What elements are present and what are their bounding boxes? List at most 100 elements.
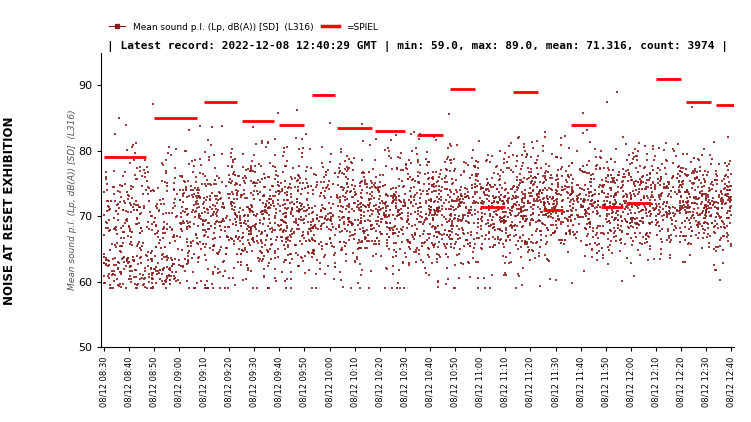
Point (650, 212, 662, 219)
Point (303, 226, 315, 233)
Point (234, 214, 246, 221)
Point (572, 192, 584, 199)
Point (102, 197, 114, 204)
Point (279, 163, 291, 170)
Point (152, 208, 164, 215)
Point (354, 179, 366, 186)
Point (608, 200, 620, 207)
Point (306, 205, 318, 211)
Point (509, 222, 521, 228)
Point (329, 170, 341, 176)
Point (216, 179, 228, 186)
Point (581, 233, 593, 240)
Point (718, 221, 730, 228)
Point (223, 237, 235, 244)
Point (148, 219, 160, 225)
Point (702, 225, 714, 231)
Point (427, 242, 439, 249)
Point (689, 166, 701, 173)
Point (535, 231, 547, 238)
Point (687, 168, 699, 174)
Point (499, 180, 511, 187)
Point (516, 152, 528, 159)
Point (455, 200, 467, 207)
Point (413, 135, 425, 142)
Point (282, 236, 294, 243)
Point (462, 230, 474, 237)
Point (436, 231, 448, 238)
Point (280, 228, 292, 235)
Point (291, 207, 303, 214)
Point (419, 217, 431, 224)
Point (504, 232, 516, 238)
Point (139, 275, 151, 281)
Point (394, 155, 406, 162)
Point (210, 181, 222, 188)
Point (333, 214, 345, 221)
Point (602, 99, 614, 106)
Point (306, 209, 318, 216)
Point (601, 207, 613, 214)
Point (611, 209, 623, 216)
Point (116, 284, 128, 291)
Point (498, 214, 510, 221)
Point (716, 200, 728, 207)
Point (520, 195, 532, 202)
Point (338, 239, 350, 246)
Point (710, 171, 722, 178)
Point (363, 196, 376, 203)
Point (503, 195, 515, 202)
Point (710, 267, 722, 274)
Point (362, 208, 374, 214)
Point (423, 245, 435, 252)
Point (691, 222, 703, 229)
Point (446, 222, 458, 229)
Point (145, 255, 157, 262)
Point (509, 213, 521, 219)
Point (413, 178, 425, 185)
Point (584, 200, 596, 207)
Point (559, 215, 571, 222)
Point (409, 229, 421, 236)
Point (686, 103, 698, 110)
Point (202, 226, 214, 233)
Point (448, 155, 460, 162)
Point (694, 211, 706, 218)
Point (372, 185, 384, 192)
Point (692, 155, 704, 162)
Point (197, 180, 209, 187)
Point (357, 169, 369, 176)
Point (493, 206, 505, 213)
Point (235, 194, 247, 201)
Point (590, 205, 602, 212)
Point (181, 206, 193, 212)
Point (647, 163, 659, 170)
Point (707, 224, 719, 231)
Point (433, 173, 445, 180)
Point (493, 176, 505, 183)
Point (609, 215, 621, 222)
Point (207, 201, 219, 208)
Point (566, 189, 578, 196)
Point (440, 251, 452, 257)
Point (511, 176, 523, 183)
Point (436, 206, 448, 212)
Point (645, 185, 657, 192)
Point (696, 193, 708, 200)
Point (496, 218, 508, 225)
Point (644, 176, 656, 183)
Point (427, 216, 439, 223)
Point (394, 229, 406, 235)
Point (234, 261, 246, 268)
Point (424, 197, 436, 203)
Point (174, 280, 186, 287)
Point (119, 219, 131, 226)
Point (100, 176, 112, 183)
Point (131, 243, 143, 249)
Point (130, 139, 142, 146)
Point (519, 240, 531, 246)
Point (245, 223, 257, 230)
Point (415, 256, 427, 263)
Point (249, 224, 261, 231)
Point (531, 138, 543, 145)
